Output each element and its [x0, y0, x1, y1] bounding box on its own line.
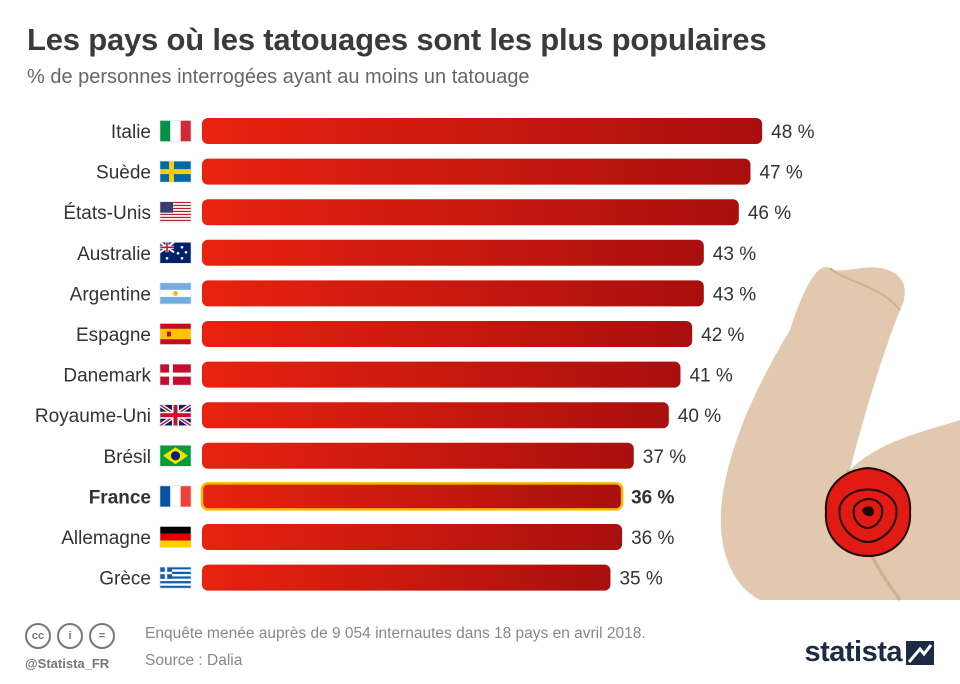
- bar: [200, 482, 624, 511]
- value-label: 41 %: [689, 366, 732, 387]
- statista-logo-icon: [906, 641, 934, 665]
- bar: [202, 402, 669, 429]
- by-icon: i: [57, 623, 83, 649]
- brazil-flag-icon: [159, 444, 192, 467]
- category-label: Brésil: [103, 447, 151, 468]
- source-label: Source : Dalia: [145, 652, 243, 669]
- value-label: 47 %: [759, 163, 802, 184]
- statista-logo: statista: [804, 636, 902, 668]
- arm-illustration: [720, 266, 960, 601]
- argentina-flag-icon: [159, 282, 192, 305]
- category-label: Espagne: [76, 325, 151, 346]
- france-flag-icon: [159, 485, 192, 508]
- value-label: 37 %: [643, 447, 686, 468]
- category-label: Danemark: [63, 366, 151, 387]
- value-label: 42 %: [701, 325, 744, 346]
- value-label: 46 %: [748, 203, 791, 224]
- sweden-flag-icon: [159, 160, 192, 183]
- italy-flag-icon: [159, 120, 192, 142]
- rose-tattoo-icon: [824, 466, 912, 558]
- bar: [202, 280, 704, 307]
- bar: [202, 442, 634, 469]
- category-label: Allemagne: [61, 528, 151, 549]
- bar: [202, 361, 681, 388]
- chart-title: Les pays où les tatouages sont les plus …: [27, 22, 767, 57]
- cc-icon: cc: [25, 623, 51, 649]
- value-label: 35 %: [619, 569, 662, 590]
- value-label: 36 %: [631, 528, 674, 549]
- value-label: 48 %: [771, 122, 814, 143]
- category-label: Australie: [77, 244, 151, 265]
- bar: [202, 524, 623, 550]
- value-label: 36 %: [631, 487, 674, 508]
- bar: [202, 564, 611, 591]
- germany-flag-icon: [159, 526, 192, 548]
- bar: [202, 199, 739, 226]
- uk-flag-icon: [158, 403, 193, 428]
- usa-flag-icon: [159, 201, 192, 223]
- bar: [202, 321, 693, 347]
- category-label: Royaume-Uni: [35, 406, 151, 427]
- category-label: Argentine: [70, 284, 151, 305]
- greece-flag-icon: [159, 566, 192, 589]
- spain-flag-icon: [159, 323, 192, 345]
- category-label: Italie: [111, 122, 151, 143]
- denmark-flag-icon: [159, 363, 192, 386]
- australia-flag-icon: [159, 241, 192, 264]
- category-label: Suède: [96, 163, 151, 184]
- category-label: France: [89, 487, 151, 508]
- bar: [202, 158, 751, 185]
- bar: [202, 239, 704, 266]
- value-label: 43 %: [713, 284, 756, 305]
- chart-subtitle: % de personnes interrogées ayant au moin…: [27, 66, 530, 88]
- value-label: 43 %: [713, 244, 756, 265]
- category-label: Grèce: [99, 569, 151, 590]
- category-label: États-Unis: [63, 203, 151, 224]
- license-icons: cc i =: [25, 623, 115, 649]
- survey-note: Enquête menée auprès de 9 054 internaute…: [145, 625, 646, 642]
- value-label: 40 %: [678, 406, 721, 427]
- social-handle: @Statista_FR: [25, 656, 110, 671]
- nd-icon: =: [89, 623, 115, 649]
- bar: [202, 118, 763, 144]
